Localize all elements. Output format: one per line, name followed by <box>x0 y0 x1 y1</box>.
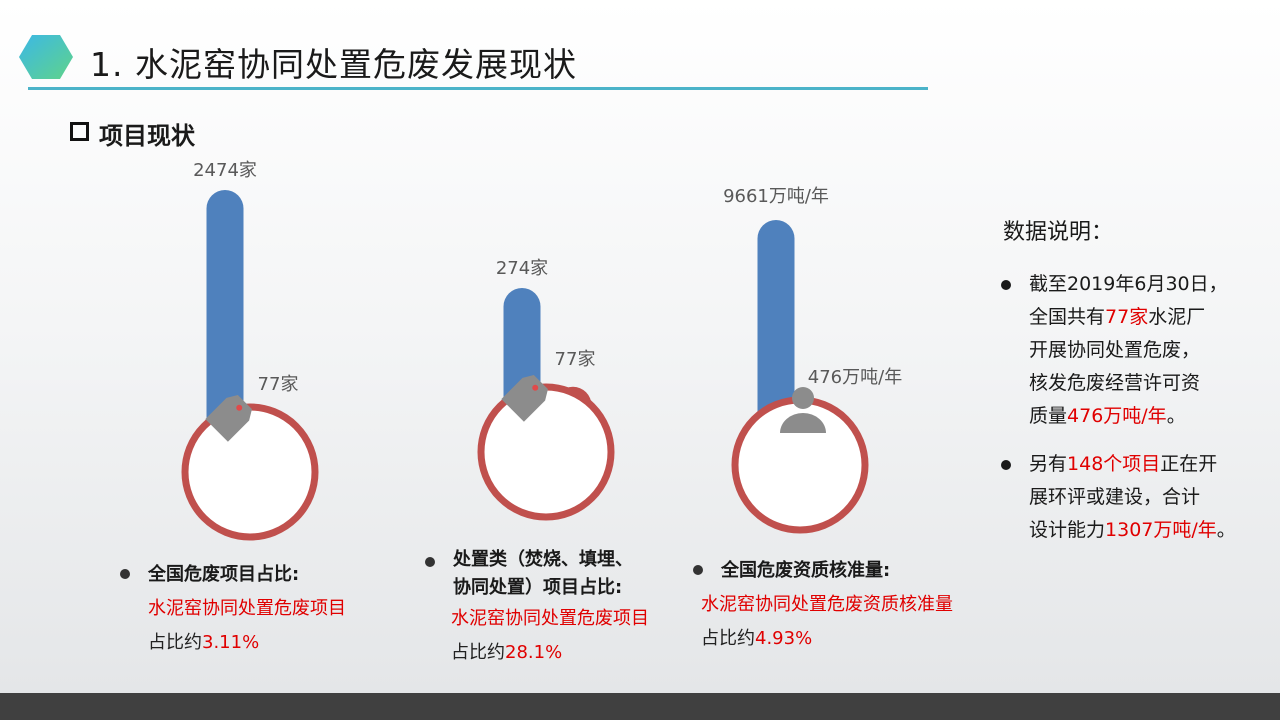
chart3-caption-prefix: 占比约 <box>701 628 755 649</box>
chart2-caption-line1: 水泥窑协同处置危废项目 <box>451 608 649 629</box>
note1-line2-a: 全国共有 <box>1029 306 1106 328</box>
note1-line3: 开展协同处置危废， <box>1029 339 1201 361</box>
note1-line5-highlight: 476万吨/年 <box>1067 405 1167 427</box>
note1-line5-c: 。 <box>1166 405 1186 427</box>
hexagon-logo-icon <box>19 35 73 79</box>
chart1-caption-title: 全国危废项目占比: <box>148 564 300 585</box>
chart2-caption: 处置类（焚烧、填埋、 协同处置）项目占比: 水泥窑协同处置危废项目 占比约28.1… <box>425 546 649 670</box>
chart2-caption-prefix: 占比约 <box>451 642 505 663</box>
chart1-caption: 全国危废项目占比: 水泥窑协同处置危废项目 占比约3.11% <box>120 558 346 660</box>
bullet-icon <box>1001 460 1011 470</box>
note2-line1-a: 另有 <box>1029 453 1068 475</box>
data-label-2-cement: 77家 <box>555 349 596 370</box>
chart-2: 274家 77家 <box>477 258 615 521</box>
note2-line3-highlight: 1307万吨/年 <box>1105 519 1217 541</box>
note1-line4: 核发危废经营许可资 <box>1029 372 1201 394</box>
bulb-1 <box>181 403 319 541</box>
bullet-icon <box>1001 280 1011 290</box>
footer-bar <box>0 693 1280 720</box>
person-icon <box>780 387 826 433</box>
notes-title: 数据说明： <box>1003 220 1114 245</box>
chart1-caption-line1: 水泥窑协同处置危废项目 <box>148 598 346 619</box>
chart1-caption-prefix: 占比约 <box>148 632 202 653</box>
bullet-icon <box>120 569 130 579</box>
tag-icon <box>501 375 548 422</box>
data-label-3-total: 9661万吨/年 <box>723 186 829 207</box>
chart3-caption-value: 4.93% <box>755 628 813 649</box>
chart1-caption-value: 3.11% <box>202 632 260 653</box>
slide-title: 1. 水泥窑协同处置危废发展现状 <box>90 45 577 84</box>
chart3-caption-title: 全国危废资质核准量: <box>721 560 891 581</box>
note1-line1: 截至2019年6月30日， <box>1029 273 1228 295</box>
data-label-1-cement: 77家 <box>258 374 299 395</box>
data-label-1-total: 2474家 <box>193 160 257 181</box>
note2-line1-highlight: 148个项目 <box>1067 453 1161 475</box>
tag-icon <box>205 395 252 442</box>
note2-line2: 展环评或建设，合计 <box>1029 486 1201 508</box>
data-label-3-cement: 476万吨/年 <box>808 367 902 388</box>
note2-line3-a: 设计能力 <box>1029 519 1106 541</box>
note2-line3-c: 。 <box>1216 519 1236 541</box>
chart2-caption-title-line2: 协同处置）项目占比: <box>453 577 623 598</box>
note1-line2-c: 水泥厂 <box>1148 306 1206 328</box>
title-underline <box>28 87 928 90</box>
chart3-caption: 全国危废资质核准量: 水泥窑协同处置危废资质核准量 占比约4.93% <box>693 554 953 656</box>
chart-3: 9661万吨/年 476万吨/年 <box>723 186 902 534</box>
note-item-2: 另有148个项目正在开 展环评或建设，合计 设计能力1307万吨/年。 <box>1001 448 1236 547</box>
bullet-icon <box>425 557 435 567</box>
note-item-1: 截至2019年6月30日， 全国共有77家水泥厂 开展协同处置危废， 核发危废经… <box>1001 268 1228 433</box>
note2-line1-c: 正在开 <box>1160 453 1218 475</box>
chart2-caption-title-line1: 处置类（焚烧、填埋、 <box>453 549 633 570</box>
section-checkbox-icon <box>70 122 89 141</box>
note1-line2-highlight: 77家 <box>1105 306 1149 328</box>
chart2-caption-value: 28.1% <box>505 642 563 663</box>
bullet-icon <box>693 565 703 575</box>
bulb-2 <box>477 383 615 521</box>
chart3-caption-line1: 水泥窑协同处置危废资质核准量 <box>701 594 953 615</box>
note1-line5-a: 质量 <box>1029 405 1068 427</box>
chart-1: 2474家 77家 <box>181 160 319 541</box>
section-label: 项目现状 <box>99 122 195 150</box>
data-label-2-total: 274家 <box>496 258 548 279</box>
